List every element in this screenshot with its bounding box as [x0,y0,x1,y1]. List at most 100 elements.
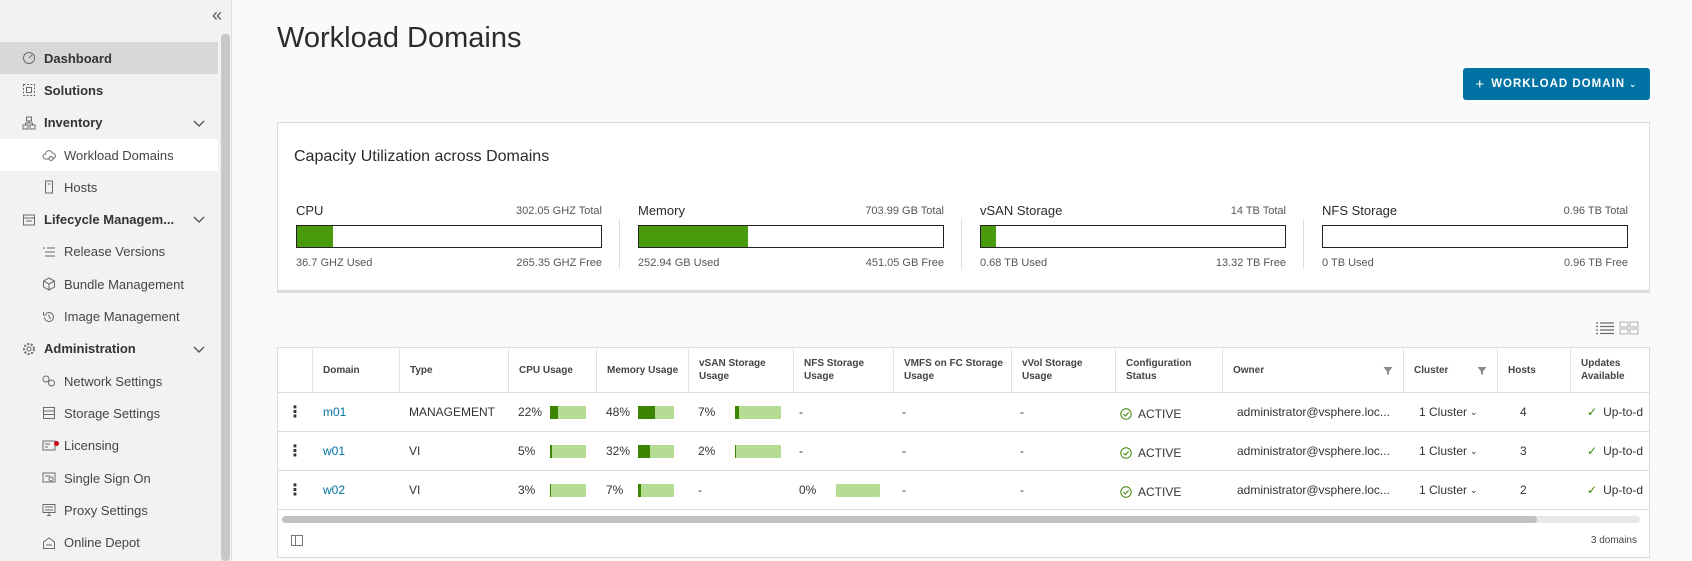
nfs-usage-bar [836,483,881,497]
column-header-owner[interactable]: Owner [1222,348,1403,392]
domain-name[interactable]: m01 [323,405,347,419]
column-header-memory-usage[interactable]: Memory Usage [596,348,688,392]
filter-icon[interactable] [1477,366,1487,376]
vsan-usage: 2% [698,432,793,470]
sidebar: « Dashboard Solutions Inventory Workload… [0,0,232,561]
column-header-type[interactable]: Type [399,348,508,392]
status-text: ACTIVE [1138,485,1182,499]
memory-usage-value: 32% [606,444,631,458]
capacity-total: 0.96 TB Total [1563,205,1628,217]
column-header-nfs-usage[interactable]: NFS Storage Usage [793,348,893,392]
domain-name[interactable]: w01 [323,444,346,458]
sidebar-item-administration[interactable]: Administration [0,333,218,365]
memory-usage-bar [638,483,675,497]
column-header-domain[interactable]: Domain [312,348,399,392]
check-circle-icon [1120,447,1132,459]
capacity-name: CPU [296,203,324,218]
table-row[interactable]: ⋮ m01 MANAGEMENT 22% 48% 7% - - - ACTIVE… [278,393,1649,432]
capacity-total: 14 TB Total [1230,205,1286,217]
column-toggle-icon[interactable] [291,535,303,546]
table-row[interactable]: ⋮ w01 VI 5% 32% 2% - - - ACTIVE administ… [278,432,1649,471]
sidebar-item-storage-settings[interactable]: Storage Settings [0,397,218,429]
capacity-bar-fill [639,226,749,247]
owner: administrator@vsphere.loc... [1237,444,1390,458]
chevron-down-icon[interactable] [192,212,206,226]
sidebar-item-image-management[interactable]: Image Management [0,300,218,332]
sidebar-item-label: Workload Domains [64,147,174,163]
sidebar-item-label: Network Settings [64,373,163,389]
domains-grid: Domain Type CPU Usage Memory Usage vSAN … [277,347,1650,558]
sidebar-item-label: Release Versions [64,244,166,260]
domains-count: 3 domains [1590,535,1637,546]
capacity-used: 0.68 TB Used [980,257,1048,269]
column-header-vsan-usage[interactable]: vSAN Storage Usage [688,348,793,392]
column-header-label: Configuration Status [1126,358,1192,382]
config-status: ACTIVE [1120,471,1222,509]
list-view-icon[interactable] [1595,321,1615,335]
cluster-dropdown[interactable]: 1 Cluster ⌄ [1419,471,1497,509]
capacity-bar-fill [981,226,997,247]
sidebar-item-inventory[interactable]: Inventory [0,107,218,139]
column-header-label: VMFS on FC Storage Usage [904,358,1003,382]
vvol-usage: - [1020,483,1024,497]
add-workload-domain-label: WORKLOAD DOMAIN [1491,78,1626,90]
sidebar-item-release-versions[interactable]: Release Versions [0,236,218,268]
card-view-icon[interactable] [1619,321,1639,335]
scrollbar-thumb[interactable] [282,516,1537,523]
vsan-usage: 7% [698,393,793,431]
add-workload-domain-button[interactable]: + WORKLOAD DOMAIN ⌄ [1463,68,1650,100]
column-header-hosts[interactable]: Hosts [1497,348,1570,392]
updates-text: Up-to-d [1603,483,1644,497]
filter-icon[interactable] [1383,366,1393,376]
chevron-down-icon[interactable] [192,342,206,356]
cluster-label: 1 Cluster [1419,405,1468,419]
check-icon: ✓ [1587,405,1598,419]
cluster-dropdown[interactable]: 1 Cluster ⌄ [1419,393,1497,431]
table-row[interactable]: ⋮ w02 VI 3% 7% - 0% - - ACTIVE administr… [278,471,1649,510]
check-circle-icon [1120,408,1132,420]
sidebar-item-single-sign-on[interactable]: Single Sign On [0,462,218,494]
cluster-dropdown[interactable]: 1 Cluster ⌄ [1419,432,1497,470]
sidebar-item-solutions[interactable]: Solutions [0,74,218,106]
row-actions-icon[interactable]: ⋮ [287,482,303,499]
domain-link[interactable]: m01 [323,393,399,431]
column-header-cluster[interactable]: Cluster [1403,348,1497,392]
column-header-label: NFS Storage Usage [804,358,865,382]
domain-link[interactable]: w01 [323,432,399,470]
memory-usage-bar [638,405,675,419]
sidebar-scrollbar[interactable] [221,34,230,561]
horizontal-scrollbar[interactable] [282,516,1640,523]
column-header-cpu-usage[interactable]: CPU Usage [508,348,596,392]
column-header-config-status[interactable]: Configuration Status [1115,348,1222,392]
sidebar-item-online-depot[interactable]: Online Depot [0,526,218,558]
host-icon [42,180,56,194]
sidebar-item-network-settings[interactable]: Network Settings [0,365,218,397]
proxy-icon [42,503,56,517]
domain-link[interactable]: w02 [323,471,399,509]
usage-bar-fill [550,483,552,497]
column-header-vvol-usage[interactable]: vVol Storage Usage [1011,348,1115,392]
capacity-used: 252.94 GB Used [638,257,720,269]
sidebar-item-workload-domains[interactable]: Workload Domains [0,138,218,172]
sidebar-item-lifecycle-management[interactable]: Lifecycle Managem... [0,203,218,235]
check-icon: ✓ [1587,483,1598,497]
sidebar-item-licensing[interactable]: Licensing [0,430,218,462]
hosts-count: 2 [1520,483,1527,497]
row-actions-icon[interactable]: ⋮ [287,404,303,421]
column-header-updates[interactable]: Updates Available [1570,348,1649,392]
usage-bar-fill [550,444,553,458]
row-actions-icon[interactable]: ⋮ [287,443,303,460]
nfs-usage: 0% [799,471,893,509]
vvol-usage: - [1020,444,1024,458]
chevron-down-icon[interactable] [192,116,206,130]
column-header-vmfs-usage[interactable]: VMFS on FC Storage Usage [893,348,1011,392]
sidebar-item-hosts[interactable]: Hosts [0,171,218,203]
collapse-sidebar-icon[interactable]: « [211,5,222,25]
domain-name[interactable]: w02 [323,483,346,497]
sidebar-item-label: Bundle Management [64,276,184,292]
sidebar-item-proxy-settings[interactable]: Proxy Settings [0,494,218,526]
usage-bar-fill [735,405,739,419]
sidebar-item-dashboard[interactable]: Dashboard [0,42,218,75]
cpu-usage: 5% [518,432,596,470]
sidebar-item-bundle-management[interactable]: Bundle Management [0,268,218,300]
